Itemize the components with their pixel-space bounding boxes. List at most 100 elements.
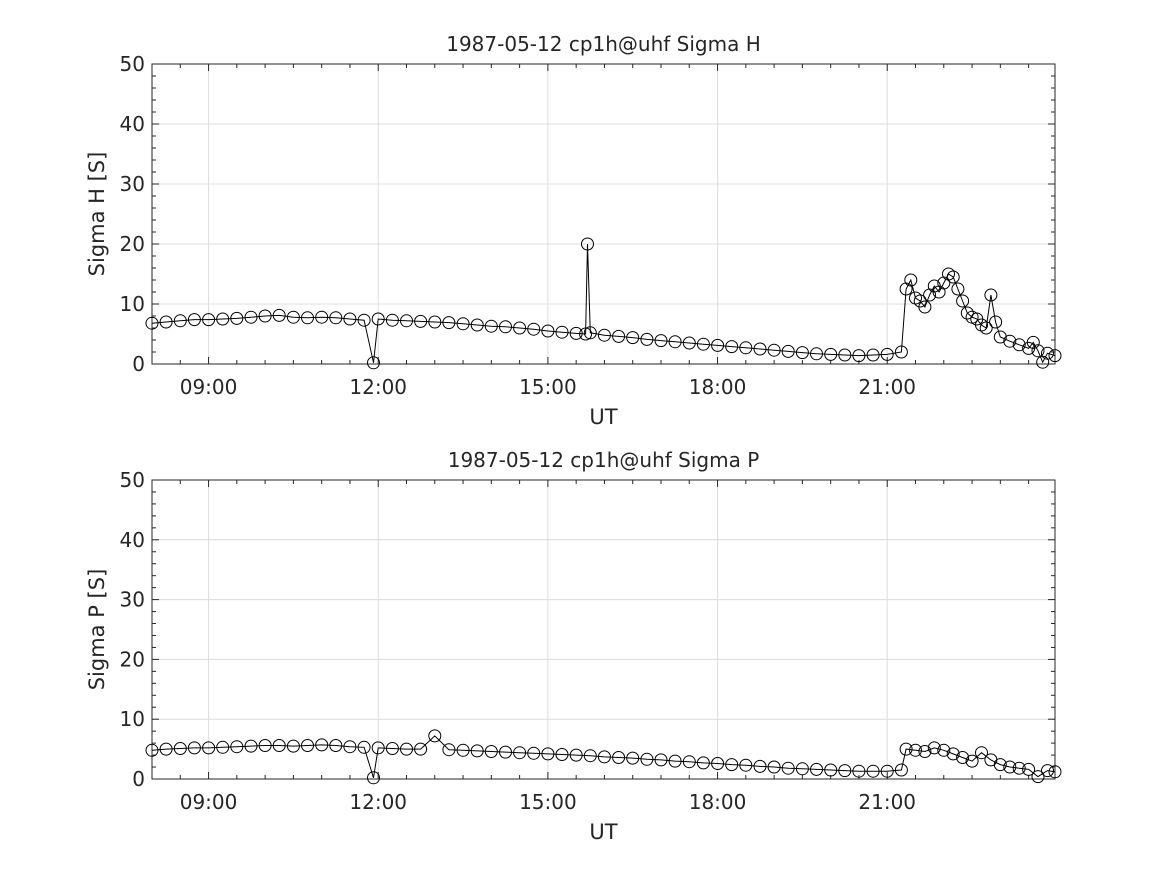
panel-sigma-h: 09:00 12:00 15:00 18:00 21:00 0 10 20 30 40 50 19…	[85, 32, 1062, 429]
data-point-sigma-p	[668, 754, 682, 768]
minor-ticks-sigma-p	[151, 480, 1055, 779]
plot-frame-sigma-p	[151, 479, 1056, 780]
series-line-sigma-p	[151, 735, 1056, 778]
data-point-sigma-p	[569, 748, 583, 762]
data-point-sigma-p	[357, 740, 371, 754]
data-point-sigma-p	[838, 764, 852, 778]
data-point-sigma-h	[202, 313, 216, 327]
data-point-sigma-p	[866, 764, 880, 778]
data-point-sigma-h	[315, 310, 329, 324]
x-tick-label: 09:00	[180, 790, 238, 814]
data-point-sigma-p	[1041, 764, 1054, 778]
data-point-sigma-h	[286, 310, 300, 324]
data-point-sigma-h	[145, 316, 159, 330]
data-point-sigma-p	[909, 743, 922, 757]
data-point-sigma-p	[442, 743, 456, 757]
data-point-sigma-h	[456, 317, 470, 331]
y-tick-label: 10	[120, 292, 145, 316]
data-point-sigma-p	[795, 762, 809, 776]
y-tick-label: 20	[120, 232, 145, 256]
x-tick-label: 12:00	[349, 375, 407, 399]
data-point-sigma-p	[286, 739, 300, 753]
data-point-sigma-p	[1048, 765, 1062, 779]
data-point-sigma-h	[230, 311, 244, 325]
x-tick-label: 09:00	[180, 375, 238, 399]
data-point-sigma-p	[654, 753, 668, 767]
y-axis-label-sigma-p: Sigma P [S]	[85, 569, 109, 691]
data-point-sigma-p	[343, 740, 357, 754]
data-point-sigma-h	[956, 294, 970, 308]
data-point-sigma-p	[927, 741, 941, 755]
data-point-sigma-h	[367, 356, 380, 370]
data-point-sigma-p	[1003, 760, 1017, 774]
data-point-sigma-p	[456, 743, 470, 757]
data-point-sigma-h	[484, 319, 498, 333]
data-point-sigma-h	[442, 316, 456, 330]
data-point-sigma-p	[367, 771, 380, 785]
y-tick-label: 20	[120, 647, 145, 671]
data-point-sigma-h	[824, 347, 838, 361]
y-tick-label: 40	[120, 112, 145, 136]
data-point-sigma-p	[975, 746, 988, 760]
data-point-sigma-p	[918, 745, 932, 758]
y-tick-label: 50	[120, 468, 145, 492]
data-point-sigma-p	[145, 743, 159, 757]
data-point-sigma-h	[984, 288, 998, 302]
data-point-sigma-p	[880, 764, 894, 778]
data-point-sigma-h	[880, 347, 894, 361]
data-point-sigma-p	[626, 751, 640, 765]
data-point-sigma-p	[230, 740, 244, 754]
data-point-sigma-h	[597, 328, 611, 342]
data-point-sigma-p	[1022, 762, 1036, 776]
minor-ticks-sigma-h	[151, 64, 1055, 364]
data-point-sigma-h	[654, 334, 668, 348]
x-axis-label-sigma-p: UT	[589, 820, 617, 844]
data-point-sigma-h	[810, 347, 823, 361]
y-tick-label: 30	[120, 172, 145, 196]
data-point-sigma-p	[527, 746, 541, 760]
chart-title-sigma-p: 1987-05-12 cp1h@uhf Sigma P	[448, 448, 760, 472]
data-point-sigma-h	[1026, 335, 1040, 349]
data-point-sigma-p	[329, 739, 343, 752]
data-point-sigma-h	[371, 312, 385, 326]
data-point-sigma-h	[541, 324, 555, 338]
data-point-sigma-h	[711, 338, 725, 352]
data-point-sigma-h	[579, 327, 593, 341]
data-point-sigma-p	[371, 741, 385, 755]
data-point-sigma-h	[470, 318, 484, 332]
data-point-sigma-h	[626, 331, 640, 345]
y-tick-labels-sigma-p: 0 10 20 30 40 50	[120, 468, 145, 791]
data-point-sigma-h	[258, 309, 272, 323]
data-point-sigma-p	[937, 743, 951, 757]
data-point-sigma-h	[555, 325, 569, 339]
data-point-sigma-h	[1003, 334, 1017, 348]
data-point-sigma-p	[414, 742, 428, 756]
x-axis-label-sigma-h: UT	[589, 405, 617, 429]
data-point-sigma-h	[272, 308, 286, 322]
data-point-sigma-h	[668, 335, 682, 349]
data-point-sigma-p	[725, 758, 739, 772]
data-point-sigma-h	[301, 311, 314, 325]
data-point-sigma-h	[428, 315, 442, 329]
data-point-sigma-p	[301, 739, 314, 752]
data-point-sigma-h	[866, 348, 880, 362]
y-tick-label: 30	[120, 588, 145, 612]
data-point-sigma-p	[315, 738, 329, 752]
panel-sigma-p: 09:00 12:00 15:00 18:00 21:00 0 10 20 30 40 50 19…	[85, 448, 1062, 844]
data-point-sigma-p	[173, 742, 187, 755]
major-ticks-sigma-h	[152, 63, 1055, 365]
data-point-sigma-p	[258, 739, 272, 752]
data-point-sigma-p	[1012, 761, 1026, 775]
x-tick-labels-sigma-p: 09:00 12:00 15:00 18:00 21:00	[180, 790, 916, 814]
data-point-sigma-p	[612, 751, 626, 764]
series-markers-sigma-p	[145, 729, 1062, 785]
data-point-sigma-h	[946, 270, 960, 284]
data-point-sigma-h	[527, 322, 541, 336]
plot-frame-sigma-h	[151, 63, 1056, 365]
data-point-sigma-p	[767, 760, 781, 774]
data-point-sigma-h	[838, 348, 852, 362]
x-tick-label: 15:00	[519, 375, 577, 399]
data-point-sigma-h	[583, 326, 597, 340]
data-point-sigma-p	[1031, 770, 1045, 784]
